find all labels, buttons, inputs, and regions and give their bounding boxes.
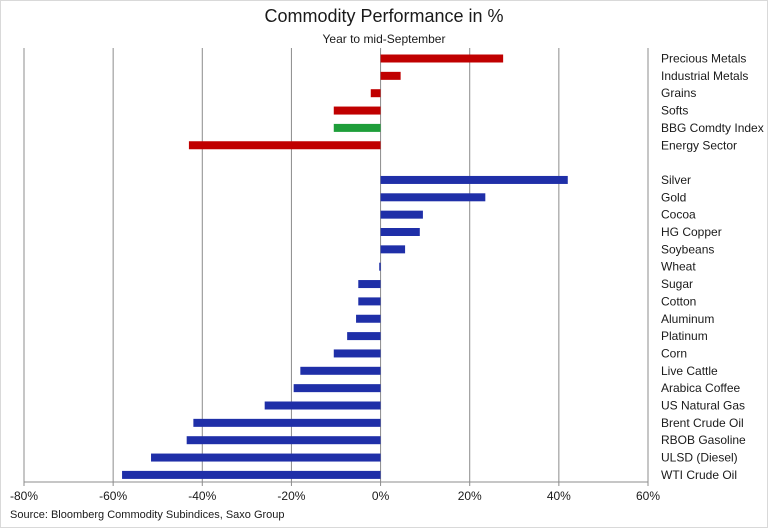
bar-wheat bbox=[379, 262, 381, 271]
category-label: Cocoa bbox=[661, 208, 696, 222]
x-tick-label: 20% bbox=[458, 489, 482, 503]
category-label: Live Cattle bbox=[661, 364, 718, 378]
category-label: Softs bbox=[661, 104, 688, 118]
x-tick-label: -40% bbox=[188, 489, 216, 503]
category-label: Soybeans bbox=[661, 242, 714, 256]
category-label: WTI Crude Oil bbox=[661, 468, 737, 482]
category-label: Gold bbox=[661, 190, 686, 204]
bar-brent-crude-oil bbox=[193, 418, 381, 427]
category-label: Aluminum bbox=[661, 312, 714, 326]
bar-cotton bbox=[358, 297, 381, 306]
bar-softs bbox=[333, 106, 381, 115]
bar-arabica-coffee bbox=[293, 384, 381, 393]
category-label: ULSD (Diesel) bbox=[661, 451, 738, 465]
source-note: Source: Bloomberg Commodity Subindices, … bbox=[10, 509, 285, 521]
bar-live-cattle bbox=[300, 366, 381, 375]
bar-industrial-metals bbox=[380, 71, 401, 80]
x-tick-label: 0% bbox=[372, 489, 390, 503]
chart-title: Commodity Performance in % bbox=[264, 6, 504, 26]
bar-sugar bbox=[358, 280, 381, 289]
category-label: HG Copper bbox=[661, 225, 722, 239]
bar-wti-crude-oil bbox=[122, 470, 381, 479]
bar-precious-metals bbox=[380, 54, 504, 63]
category-label: Brent Crude Oil bbox=[661, 416, 744, 430]
bar-ulsd-diesel bbox=[151, 453, 381, 462]
category-label: Corn bbox=[661, 346, 687, 360]
category-label: RBOB Gasoline bbox=[661, 433, 746, 447]
x-tick-label: -60% bbox=[99, 489, 127, 503]
x-tick-label: 60% bbox=[636, 489, 660, 503]
x-tick-label: 40% bbox=[547, 489, 571, 503]
bar-hg-copper bbox=[380, 228, 420, 236]
x-tick-label: -20% bbox=[277, 489, 305, 503]
category-label: Precious Metals bbox=[661, 52, 746, 66]
x-tick-label: -80% bbox=[10, 489, 38, 503]
category-label: Wheat bbox=[661, 260, 696, 274]
bar-aluminum bbox=[356, 314, 381, 323]
category-label: Cotton bbox=[661, 294, 696, 308]
bar-rbob-gasoline bbox=[186, 436, 381, 445]
category-label: US Natural Gas bbox=[661, 399, 745, 413]
bar-grains bbox=[370, 89, 381, 98]
bar-gold bbox=[380, 193, 486, 202]
category-label: Platinum bbox=[661, 329, 708, 343]
chart-subtitle: Year to mid-September bbox=[322, 32, 446, 46]
bar-silver bbox=[380, 175, 568, 184]
bar-us-natural-gas bbox=[264, 401, 381, 410]
category-label: Grains bbox=[661, 86, 696, 100]
bar-soybeans bbox=[380, 245, 406, 254]
category-label: Industrial Metals bbox=[661, 69, 748, 83]
bar-bbg-comdty-index bbox=[333, 123, 381, 132]
category-label: Sugar bbox=[661, 277, 693, 291]
category-label: Silver bbox=[661, 173, 691, 187]
category-label: Arabica Coffee bbox=[661, 381, 740, 395]
bar-corn bbox=[333, 349, 381, 358]
category-label: BBG Comdty Index bbox=[661, 121, 764, 135]
bar-platinum bbox=[347, 332, 381, 341]
bar-cocoa bbox=[380, 210, 423, 219]
category-label: Energy Sector bbox=[661, 138, 737, 152]
bar-energy-sector bbox=[188, 141, 381, 150]
